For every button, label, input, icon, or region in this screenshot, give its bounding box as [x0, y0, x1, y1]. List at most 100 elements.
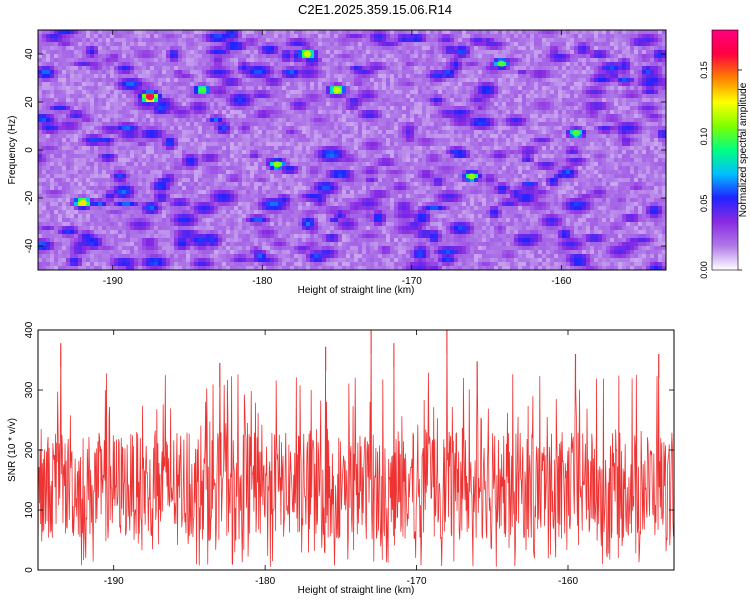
heatmap-cell [458, 122, 463, 127]
heatmap-cell [258, 90, 263, 95]
heatmap-cell [654, 114, 659, 119]
heatmap-cell [330, 90, 335, 95]
heatmap-cell [318, 78, 323, 83]
heatmap-cell [190, 134, 195, 139]
heatmap-cell [450, 154, 455, 159]
heatmap-cell [426, 78, 431, 83]
heatmap-cell [182, 30, 187, 35]
heatmap-cell [602, 66, 607, 71]
heatmap-cell [506, 50, 511, 55]
heatmap-cell [226, 42, 231, 47]
heatmap-cell [246, 62, 251, 67]
heatmap-cell [102, 54, 107, 59]
heatmap-cell [190, 58, 195, 63]
heatmap-cell [262, 134, 267, 139]
heatmap-cell [366, 98, 371, 103]
heatmap-cell [338, 138, 343, 143]
heatmap-cell [154, 130, 159, 135]
heatmap-cell [394, 146, 399, 151]
heatmap-cell [310, 110, 315, 115]
heatmap-cell [150, 114, 155, 119]
heatmap-cell [350, 74, 355, 79]
heatmap-cell [362, 122, 367, 127]
heatmap-cell [146, 38, 151, 43]
heatmap-cell [394, 114, 399, 119]
heatmap-cell [74, 30, 79, 35]
heatmap-cell [274, 74, 279, 79]
heatmap-cell [582, 86, 587, 91]
heatmap-cell [426, 122, 431, 127]
heatmap-cell [418, 78, 423, 83]
heatmap-cell [446, 78, 451, 83]
heatmap-cell [614, 114, 619, 119]
heatmap-cell [630, 142, 635, 147]
heatmap-cell [402, 106, 407, 111]
heatmap-cell [362, 110, 367, 115]
heatmap-cell [650, 130, 655, 135]
heatmap-cell [350, 146, 355, 151]
heatmap-cell [638, 146, 643, 151]
heatmap-cell [150, 86, 155, 91]
heatmap-cell [394, 90, 399, 95]
heatmap-cell [638, 90, 643, 95]
heatmap-cell [446, 134, 451, 139]
heatmap-cell [494, 50, 499, 55]
heatmap-cell [650, 90, 655, 95]
heatmap-cell [514, 54, 519, 59]
heatmap-cell [638, 70, 643, 75]
heatmap-cell [330, 74, 335, 79]
heatmap-cell [250, 126, 255, 131]
heatmap-cell [74, 38, 79, 43]
heatmap-cell [338, 106, 343, 111]
heatmap-cell [382, 30, 387, 35]
heatmap-cell [626, 38, 631, 43]
heatmap-cell [474, 54, 479, 59]
heatmap-cell [302, 118, 307, 123]
heatmap-cell [38, 90, 43, 95]
heatmap-cell [326, 74, 331, 79]
heatmap-cell [446, 142, 451, 147]
heatmap-cell [542, 66, 547, 71]
heatmap-cell [610, 122, 615, 127]
heatmap-cell [534, 78, 539, 83]
heatmap-cell [118, 122, 123, 127]
heatmap-cell [350, 34, 355, 39]
heatmap-cell [162, 126, 167, 131]
heatmap-cell [378, 58, 383, 63]
heatmap-cell [102, 134, 107, 139]
heatmap-cell [566, 138, 571, 143]
heatmap-cell [614, 134, 619, 139]
heatmap-cell [334, 82, 339, 87]
heatmap-cell [294, 126, 299, 131]
heatmap-cell [142, 74, 147, 79]
heatmap-cell [474, 66, 479, 71]
heatmap-cell [634, 118, 639, 123]
heatmap-cell [166, 34, 171, 39]
heatmap-cell [386, 106, 391, 111]
heatmap-cell [58, 82, 63, 87]
heatmap-cell [386, 58, 391, 63]
heatmap-cell [222, 98, 227, 103]
heatmap-cell [102, 58, 107, 63]
heatmap-cell [106, 62, 111, 67]
heatmap-cell [154, 54, 159, 59]
heatmap-cell [538, 86, 543, 91]
heatmap-cell [158, 34, 163, 39]
heatmap-cell [206, 66, 211, 71]
heatmap-cell [542, 46, 547, 51]
heatmap-cell [290, 94, 295, 99]
heatmap-cell [350, 106, 355, 111]
heatmap-cell [450, 66, 455, 71]
heatmap-cell [346, 106, 351, 111]
heatmap-cell [258, 130, 263, 135]
heatmap-cell [258, 62, 263, 67]
heatmap-cell [138, 122, 143, 127]
heatmap-cell [274, 106, 279, 111]
heatmap-cell [410, 98, 415, 103]
heatmap-cell [278, 54, 283, 59]
heatmap-cell [502, 34, 507, 39]
heatmap-cell [306, 150, 311, 155]
heatmap-cell [94, 126, 99, 131]
heatmap-cell [242, 146, 247, 151]
heatmap-cell [262, 122, 267, 127]
